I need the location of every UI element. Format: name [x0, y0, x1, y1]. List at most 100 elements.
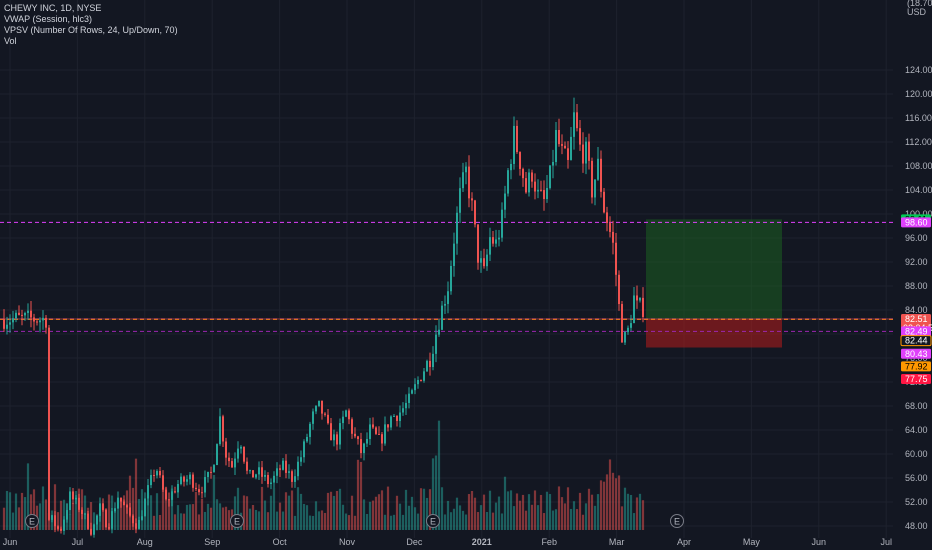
volume-bar [350, 495, 354, 530]
volume-bar [227, 510, 231, 530]
candle-body [531, 172, 533, 182]
candle-body [405, 402, 407, 409]
volume-bar [161, 488, 165, 530]
candle-body [486, 254, 488, 267]
volume-bar [443, 514, 447, 530]
volume-bar [632, 513, 636, 530]
earnings-marker-icon[interactable]: E [670, 514, 684, 528]
price-tag: 77.75 [901, 374, 931, 384]
volume-bar [83, 495, 87, 530]
candle-body [18, 312, 20, 315]
volume-bar [365, 513, 369, 530]
volume-bar [530, 504, 534, 530]
candle-body [414, 384, 416, 391]
vwap-indicator-label[interactable]: VWAP (Session, hlc3) [4, 14, 93, 24]
volume-bar [509, 490, 513, 530]
candle-body [318, 400, 320, 406]
volume-bar [107, 494, 111, 530]
volume-bar [554, 509, 558, 530]
candle-body [126, 505, 128, 508]
candle-body [252, 470, 254, 478]
volume-bar [242, 495, 246, 530]
earnings-marker-icon[interactable]: E [426, 514, 440, 528]
candle-body [357, 436, 359, 440]
volume-bar [623, 487, 627, 530]
price-tag-bg [900, 335, 932, 347]
vpsv-indicator-label[interactable]: VPSV (Number Of Rows, 24, Up/Down, 70) [4, 25, 178, 35]
volume-bar [296, 487, 300, 530]
volume-bar [596, 494, 600, 530]
volume-bar [479, 505, 483, 530]
time-axis-label: Feb [541, 537, 557, 547]
candle-body [267, 475, 269, 484]
time-axis-label: Nov [339, 537, 356, 547]
candle-body [93, 524, 95, 535]
candle-body [36, 321, 38, 323]
candle-body [114, 508, 116, 512]
candle-body [138, 519, 140, 529]
candle-body [39, 320, 41, 323]
volume-bar [602, 481, 606, 530]
candle-body [378, 433, 380, 435]
volume-bar [371, 500, 375, 530]
volume-bar [305, 505, 309, 530]
candle-body [447, 291, 449, 304]
time-axis[interactable]: Jun Jul Aug Sep Oct Nov Dec 2021 Feb Mar Apr May Jun… [3, 537, 892, 547]
price-axis[interactable]: 124.00 120.00 116.00 112.00 108.00 104.00 100.… [905, 0, 932, 531]
candle-body [393, 415, 395, 417]
price-tag-bg [901, 217, 931, 228]
candle-body [636, 295, 638, 301]
candle-body [552, 162, 554, 166]
volume-bar [635, 497, 639, 530]
volume-bar [410, 496, 414, 530]
volume-bar [257, 511, 261, 530]
volume-bar [20, 492, 24, 530]
volume-bar [23, 497, 27, 530]
volume-bar [425, 497, 429, 530]
candle-body [255, 474, 257, 478]
candle-body [570, 136, 572, 160]
volume-bar [173, 514, 177, 530]
candle-body [342, 416, 344, 424]
price-axis-tick: 112.00 [905, 137, 932, 147]
price-axis-tick: 56.00 [905, 473, 928, 483]
earnings-marker-icon[interactable]: E [230, 514, 244, 528]
volume-bar [590, 494, 594, 530]
price-axis-tick: 104.00 [905, 185, 932, 195]
candle-body [441, 305, 443, 330]
volume-indicator-label[interactable]: Vol [4, 36, 17, 46]
symbol-title[interactable]: CHEWY INC, 1D, NYSE [4, 3, 102, 13]
volume-bar [437, 420, 441, 530]
candle-body [141, 516, 143, 520]
candle-body [237, 448, 239, 459]
candle-body [609, 223, 611, 232]
long-position-tool[interactable] [646, 219, 782, 348]
candle-body [177, 484, 179, 493]
candle-body [390, 416, 392, 428]
horizontal-lines[interactable] [0, 221, 893, 332]
candle-body [315, 405, 317, 412]
volume-bar [578, 492, 582, 530]
volume-bar [164, 487, 168, 530]
candle-body [165, 489, 167, 500]
candle-body [420, 380, 422, 382]
volume-bar [401, 514, 405, 530]
candle-body [159, 470, 161, 476]
candle-body [456, 212, 458, 244]
candle-body [321, 400, 323, 414]
volume-bar [122, 499, 126, 530]
candle-body [234, 458, 236, 468]
volume-bar [260, 486, 264, 530]
earnings-marker-icon[interactable]: E [25, 514, 39, 528]
candle-body [312, 411, 314, 424]
price-axis-tick: 116.00 [905, 113, 932, 123]
volume-bar [344, 513, 348, 530]
time-axis-label: Jun [812, 537, 827, 547]
candle-body [291, 471, 293, 482]
volume-bar [548, 494, 552, 530]
candle-body [465, 166, 467, 173]
candle-body [219, 416, 221, 445]
volume-bar [209, 507, 213, 530]
